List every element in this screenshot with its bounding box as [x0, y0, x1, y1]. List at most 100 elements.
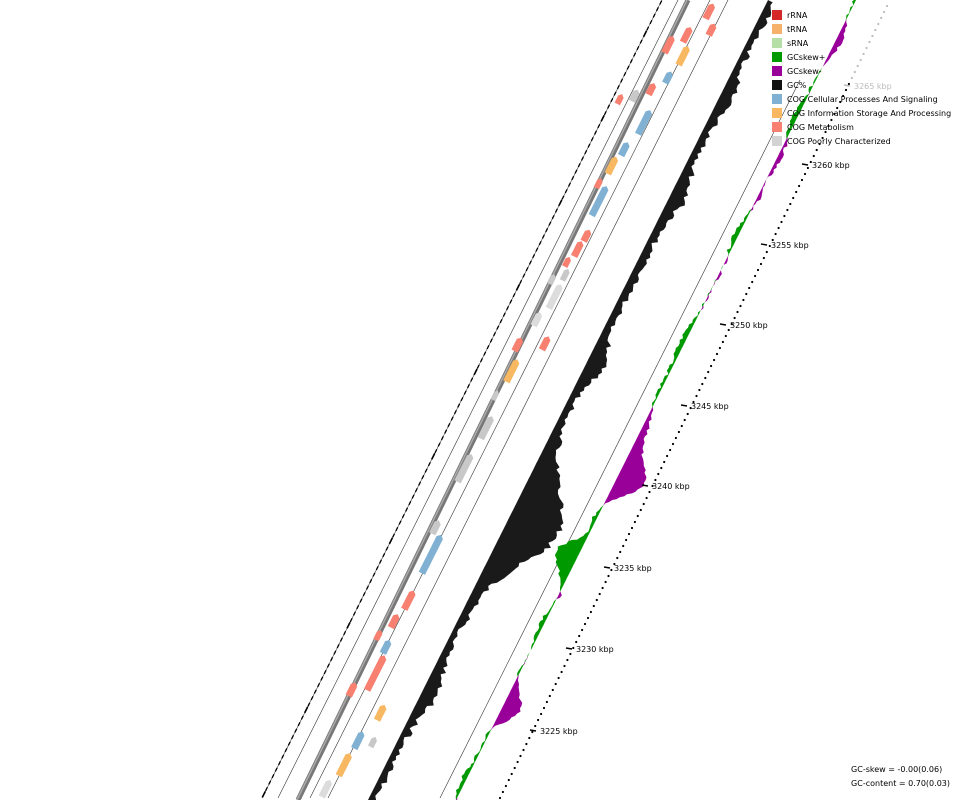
outer-tick — [372, 572, 376, 577]
stats-panel: GC-skew = -0.00(0.06) GC-content = 0.70(… — [851, 763, 950, 791]
inner-tick — [540, 712, 543, 716]
inner-tick — [751, 280, 754, 284]
inner-tick — [730, 322, 733, 326]
outer-tick — [333, 650, 337, 655]
inner-tick — [622, 544, 625, 548]
inner-tick — [554, 682, 557, 686]
inner-tick — [721, 340, 725, 344]
outer-tick — [274, 767, 278, 772]
inner-tick — [569, 652, 572, 656]
outer-tick — [297, 722, 301, 727]
inner-tick — [874, 28, 877, 32]
outer-tick — [483, 351, 487, 356]
inner-tick — [880, 16, 883, 20]
outer-tick — [264, 787, 268, 792]
outer-tick — [594, 130, 598, 135]
legend-label: COG Poorly Characterized — [787, 136, 891, 146]
outer-tick — [317, 683, 321, 688]
gene-feature — [628, 89, 640, 103]
outer-tick — [522, 273, 526, 278]
gc-content-track — [368, 0, 773, 800]
gene-feature — [679, 27, 693, 44]
scale-major-tick — [603, 566, 611, 569]
outer-tick — [473, 368, 478, 376]
inner-tick — [844, 88, 848, 92]
outer-tick — [600, 115, 605, 122]
outer-tick — [607, 104, 611, 109]
outer-tick — [379, 559, 382, 564]
scale-major-tick — [529, 729, 537, 732]
inner-tick — [589, 610, 593, 614]
outer-tick — [307, 702, 311, 707]
gene-feature — [368, 737, 377, 749]
gene-feature — [571, 241, 584, 258]
outer-tick — [408, 501, 412, 506]
outer-tick — [480, 358, 483, 363]
gene-feature — [511, 337, 524, 353]
gc-skew-negative — [456, 0, 856, 800]
outer-tick — [499, 319, 503, 324]
inner-tick — [601, 586, 604, 590]
outer-tick — [486, 345, 490, 350]
outer-tick — [330, 657, 334, 662]
outer-tick — [463, 390, 467, 395]
inner-tick — [762, 256, 766, 260]
legend-label: rRNA — [787, 10, 808, 20]
outer-tick — [388, 537, 394, 545]
inner-tick — [575, 640, 578, 644]
gene-feature — [662, 71, 673, 85]
gc-skew-positive — [455, 0, 856, 800]
inner-tick — [683, 418, 686, 422]
inner-tick — [560, 670, 563, 674]
outer-tick — [564, 189, 568, 194]
inner-tick — [698, 388, 701, 392]
inner-tick — [586, 616, 590, 620]
inner-tick — [625, 538, 628, 542]
inner-tick — [692, 400, 695, 404]
outer-tick — [382, 553, 386, 558]
gene-feature — [429, 520, 441, 536]
inner-tick — [701, 382, 704, 386]
outer-tick — [470, 377, 474, 382]
inner-tick — [853, 70, 856, 74]
outer-tick — [291, 735, 295, 740]
outer-tick — [541, 234, 545, 239]
scale-label: 3230 kbp — [576, 645, 614, 654]
inner-tick — [812, 154, 815, 158]
outer-tick — [398, 520, 402, 525]
inner-tick — [583, 622, 587, 626]
inner-tick — [531, 730, 534, 734]
outer-tick — [440, 436, 444, 441]
legend-swatch — [772, 66, 782, 76]
inner-tick — [856, 64, 859, 68]
inner-tick — [607, 574, 610, 578]
track-guides — [261, 0, 801, 799]
outer-tick — [561, 195, 565, 200]
outer-tick — [567, 182, 571, 187]
outer-tick — [620, 78, 624, 83]
outer-tick — [509, 299, 513, 304]
outer-tick — [300, 715, 304, 720]
outer-tick — [613, 91, 617, 96]
inner-tick — [581, 628, 584, 632]
inner-tick — [839, 100, 842, 104]
outer-tick — [603, 111, 607, 116]
inner-tick — [768, 244, 771, 248]
scale-label: 3260 kbp — [812, 161, 850, 170]
legend-swatch — [772, 80, 782, 90]
gc-content-band — [368, 0, 773, 800]
outer-tick — [385, 546, 389, 551]
legend-item: GCskew- — [772, 64, 951, 78]
inner-tick — [745, 292, 748, 296]
outer-tick — [457, 403, 461, 408]
inner-tick — [803, 172, 807, 176]
legend-label: COG Information Storage And Processing — [787, 108, 952, 118]
gene-feature — [675, 46, 690, 67]
outer-tick — [323, 670, 327, 675]
outer-tick — [450, 416, 454, 421]
outer-tick — [535, 247, 539, 252]
scale-label: 3265 kbp — [854, 82, 892, 91]
guide-line — [277, 0, 679, 799]
scale-label: 3225 kbp — [540, 727, 578, 736]
inner-tick — [742, 298, 745, 302]
